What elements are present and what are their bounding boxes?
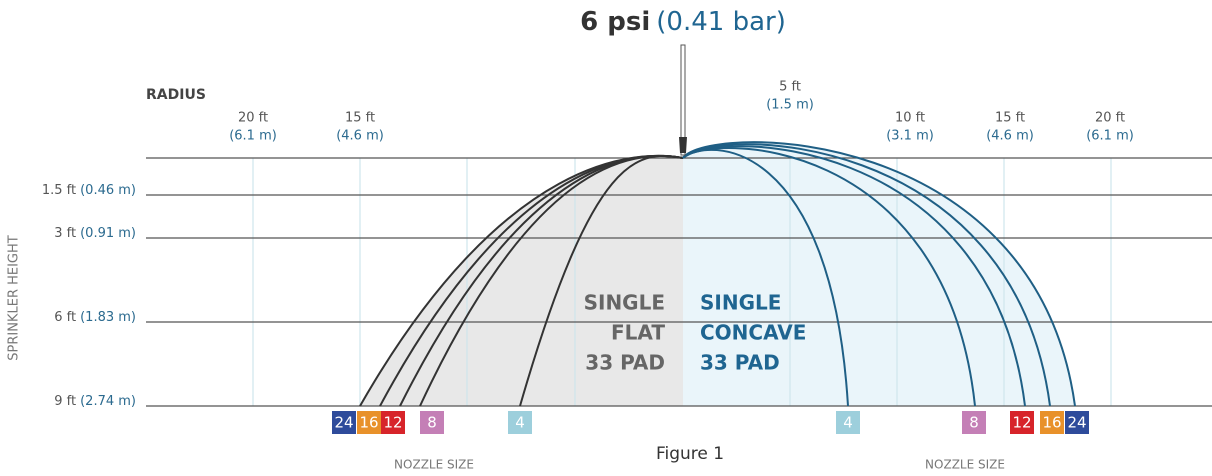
nozzle-size: 24: [1067, 414, 1086, 432]
height-label: 6 ft (1.83 m): [54, 310, 136, 325]
pad-label: CONCAVE: [700, 321, 806, 345]
radius-m: (6.1 m): [229, 129, 277, 144]
nozzle-box: [508, 411, 532, 434]
nozzle-box: [836, 411, 860, 434]
concave-curve: [682, 148, 849, 407]
title-bar: (0.41 bar): [656, 7, 786, 37]
radius-ft: 15 ft: [995, 111, 1025, 126]
nozzle-size: 24: [334, 414, 353, 432]
nozzle-box: [357, 411, 381, 434]
radius-m: (3.1 m): [886, 129, 934, 144]
nozzle-size: 8: [427, 414, 437, 432]
radius-m: (6.1 m): [1086, 129, 1134, 144]
pad-label: SINGLE: [584, 291, 665, 315]
title: 6 psi (0.41 bar): [580, 7, 786, 37]
radius-ft: 15 ft: [345, 111, 375, 126]
radius-m: (1.5 m): [766, 98, 814, 113]
radius-m: (4.6 m): [986, 129, 1034, 144]
nozzle-box: [962, 411, 986, 434]
concave-area: [683, 142, 1075, 406]
nozzle-size: 12: [383, 414, 402, 432]
sprinkler-head: [679, 137, 687, 153]
spray-curves: [359, 141, 1076, 407]
nozzle-box: [332, 411, 356, 434]
flat-area: [360, 155, 683, 406]
nozzle-size: 8: [969, 414, 979, 432]
pad-label: SINGLE: [700, 291, 781, 315]
nozzle-box: [1040, 411, 1064, 434]
pad-label: 33 PAD: [700, 351, 780, 375]
nozzles: 24 16 12 8 4 4 8 12 16 24: [332, 411, 1089, 434]
nozzle-size: 16: [1042, 414, 1061, 432]
caption: Figure 1: [656, 444, 724, 464]
nozzle-box: [420, 411, 444, 434]
pad-label: 33 PAD: [585, 351, 665, 375]
spray-areas: [360, 142, 1075, 406]
flat-curve: [519, 154, 684, 407]
nozzle-size: 4: [515, 414, 525, 432]
height-label: 1.5 ft (0.46 m): [42, 183, 136, 198]
height-label: 3 ft (0.91 m): [54, 226, 136, 241]
nozzle-box: [1010, 411, 1034, 434]
title-psi: 6 psi: [580, 7, 650, 37]
height-label: 9 ft (2.74 m): [54, 394, 136, 409]
radius-label: RADIUS: [146, 87, 206, 103]
radius-ft: 20 ft: [238, 111, 268, 126]
nozzle-size: 12: [1012, 414, 1031, 432]
nozzle-box: [1065, 411, 1089, 434]
radius-ft: 5 ft: [779, 80, 801, 95]
pad-label: FLAT: [611, 321, 665, 345]
nozzle-size: 4: [843, 414, 853, 432]
nozzle-label: NOZZLE SIZE: [394, 458, 474, 472]
sprinkler-stem: [680, 44, 686, 156]
nozzle-size: 16: [359, 414, 378, 432]
nozzle-label: NOZZLE SIZE: [925, 458, 1005, 472]
radius-ft: 20 ft: [1095, 111, 1125, 126]
radius-m: (4.6 m): [336, 129, 384, 144]
radius-ft: 10 ft: [895, 111, 925, 126]
nozzle-box: [381, 411, 405, 434]
height-axis-label: SPRINKLER HEIGHT: [7, 235, 22, 361]
